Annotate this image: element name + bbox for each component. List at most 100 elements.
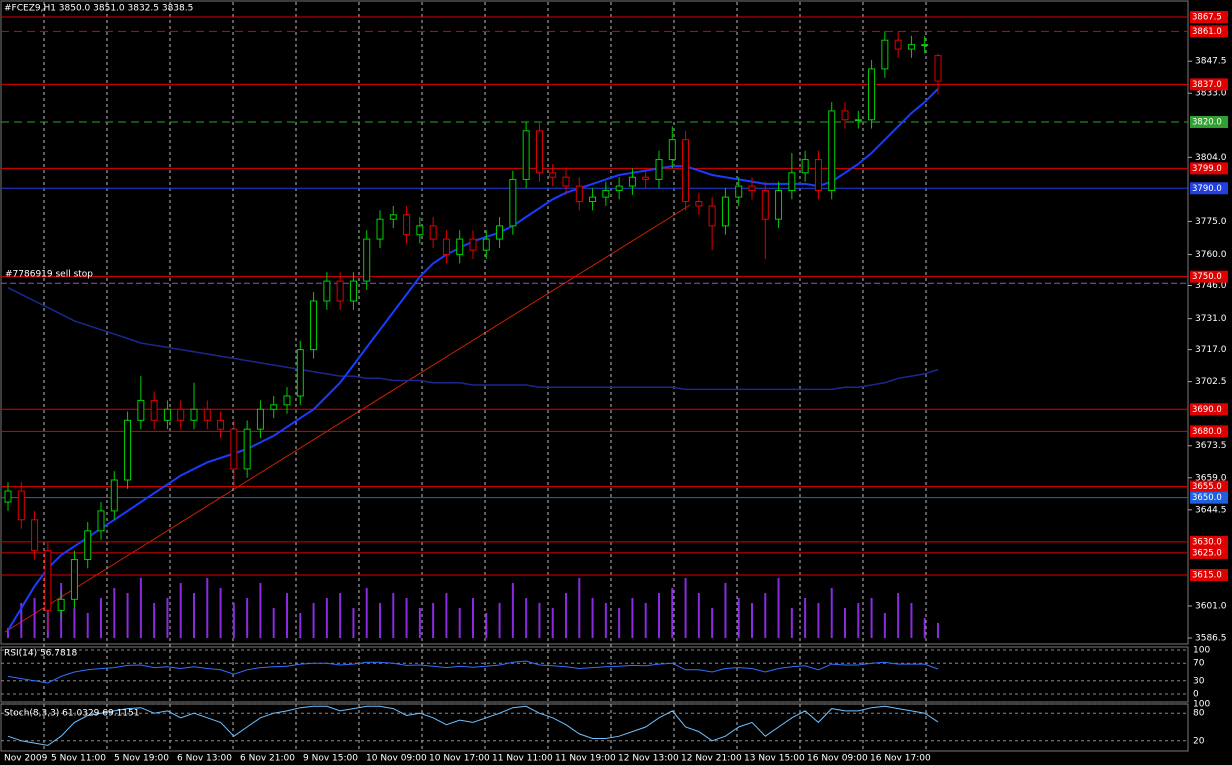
level-tag [1190,78,1228,91]
x-tick-label: 6 Nov 13:00 [177,754,232,764]
y-tick-label: 3644.5 [1195,505,1227,515]
candle-body [124,419,132,481]
y-tick-label: 3673.5 [1195,441,1227,451]
candle-body [177,408,185,421]
x-tick-label: Nov 2009 [4,754,48,764]
level-tag [1190,25,1228,38]
candle-body [442,238,450,256]
level-label: 3750.0 [1192,272,1222,282]
level-tag [1190,270,1228,283]
candle-body [349,280,357,302]
candle-body [655,159,663,180]
candle-body [535,130,543,174]
osc-tick-label: 20 [1193,736,1205,746]
candle-body [137,399,145,421]
level-label: 3615.0 [1192,571,1222,581]
chart-title: #FCEZ9,H1 3850.0 3851.0 3832.5 3838.5 [4,4,193,14]
candle-body [907,44,915,50]
level-tag [1190,569,1228,582]
level-label: 3820.0 [1192,117,1222,127]
y-tick-label: 3847.5 [1195,57,1227,67]
osc-tick-label: 100 [1193,700,1210,710]
y-tick-label: 3659.0 [1195,473,1227,483]
candle-body [509,178,517,227]
candle-body [761,189,769,220]
candle-body [721,196,729,227]
candle-body [868,68,876,121]
level-tag [1190,115,1228,128]
candle-body [894,39,902,50]
x-tick-label: 16 Nov 17:00 [870,754,931,764]
level-tag [1190,11,1228,23]
candle-body [934,55,942,82]
candle-body [841,110,849,121]
level-label: 3680.0 [1192,427,1222,437]
candle-body [668,139,676,161]
x-tick-label: 12 Nov 21:00 [681,754,742,764]
candle-body [801,159,809,174]
osc-tick-label: 30 [1193,676,1205,686]
level-tag [1190,182,1228,195]
rsi-panel-frame [0,646,1189,703]
candle-body [97,510,105,532]
candle-body [70,559,78,600]
candle-body [788,172,796,191]
candle-body [203,408,211,421]
candle-body [469,238,477,251]
candle-body [562,176,570,187]
x-tick-label: 5 Nov 19:00 [114,754,169,764]
stoch-title: Stoch(8,3,3) 61.0329 69.1151 [4,709,139,719]
candle-body [589,196,597,203]
candle-body [403,214,411,236]
level-tag [1190,535,1228,548]
candle-body [522,130,530,180]
candle-body [283,395,291,406]
candle-body [243,428,251,470]
level-label: 3690.0 [1192,405,1222,415]
candle-body [575,185,583,203]
trendline [4,204,691,633]
candle-body [482,238,490,251]
y-tick-label: 3586.5 [1195,634,1227,644]
y-tick-label: 3760.0 [1195,250,1227,260]
candle-body [310,300,318,351]
y-tick-label: 3717.0 [1195,345,1227,355]
candle-body [735,185,743,198]
x-tick-label: 10 Nov 09:00 [366,754,427,764]
candle-body [376,218,384,240]
x-tick-label: 11 Nov 11:00 [492,754,553,764]
candle-body [748,185,756,191]
y-tick-label: 3702.5 [1195,377,1227,387]
x-tick-label: 11 Nov 19:00 [555,754,616,764]
x-tick-label: 10 Nov 17:00 [429,754,490,764]
candle-body [416,225,424,236]
osc-tick-label: 70 [1193,659,1205,669]
level-label: 3655.0 [1192,482,1222,492]
candle-body [296,349,304,397]
y-tick-label: 3746.0 [1195,281,1227,291]
candle-body [150,399,158,421]
osc-tick-label: 100 [1193,646,1210,656]
level-label: 3650.0 [1192,493,1222,503]
rsi-line [7,660,939,684]
stoch-panel-frame [0,703,1189,752]
x-tick-label: 5 Nov 11:00 [51,754,106,764]
level-tag [1190,491,1228,504]
level-tag [1190,425,1228,438]
x-tick-label: 16 Nov 09:00 [807,754,868,764]
y-tick-label: 3775.0 [1195,217,1227,227]
candle-body [682,139,690,203]
x-tick-label: 13 Nov 15:00 [744,754,805,764]
candle-body [4,490,12,503]
candle-body [775,189,783,220]
x-tick-label: 6 Nov 21:00 [240,754,295,764]
candle-body [110,479,118,512]
level-label: 3867.5 [1192,13,1222,23]
y-tick-label: 3833.0 [1195,89,1227,99]
candle-body [615,185,623,191]
candle-body [256,408,264,430]
osc-tick-label: 0 [1193,690,1199,700]
candle-body [881,39,889,70]
level-tag [1190,162,1228,175]
